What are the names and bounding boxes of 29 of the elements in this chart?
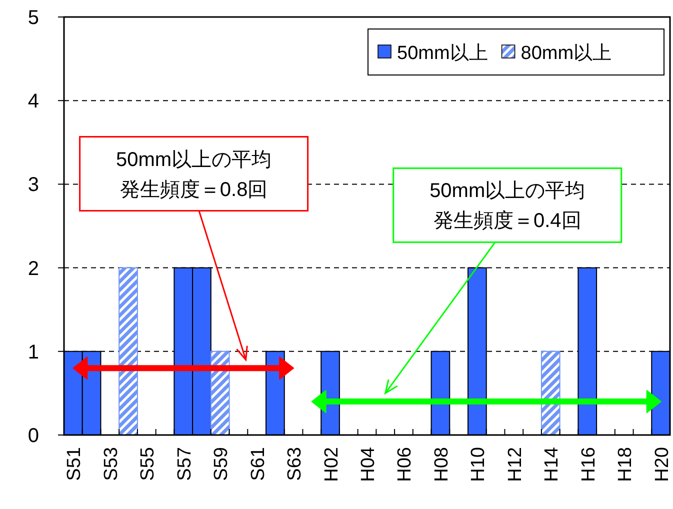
x-tick-label: H12 bbox=[504, 447, 526, 482]
y-tick-label: 5 bbox=[28, 7, 39, 29]
annotation: 50mm以上の平均発生頻度＝0.8回 bbox=[116, 148, 272, 201]
x-tick-label: H02 bbox=[321, 447, 342, 482]
legend-label: 50mm以上 bbox=[397, 43, 488, 64]
x-tick-label: H08 bbox=[431, 447, 452, 482]
x-tick-label: S55 bbox=[138, 447, 159, 481]
y-tick-label: 1 bbox=[28, 341, 39, 364]
x-tick-label: H04 bbox=[358, 446, 379, 482]
x-tick-label: H18 bbox=[615, 447, 636, 482]
y-tick-label: 0 bbox=[28, 425, 39, 447]
x-tick-label: S59 bbox=[211, 447, 232, 481]
annotation: 50mm以上の平均発生頻度＝0.4回 bbox=[430, 180, 586, 232]
x-tick-label: S63 bbox=[284, 447, 306, 481]
x-tick-label: H20 bbox=[652, 447, 673, 482]
x-tick-label: S57 bbox=[174, 447, 196, 481]
y-tick-label: 2 bbox=[28, 258, 39, 280]
x-tick-label: S61 bbox=[248, 447, 269, 481]
x-tick-label: H16 bbox=[578, 447, 600, 482]
x-tick-label: H10 bbox=[468, 447, 490, 482]
y-tick-label: 4 bbox=[28, 90, 39, 113]
annotation: 50mm以上の平均発生頻度＝0.8回 bbox=[79, 136, 309, 362]
legend-label: 80mm以上 bbox=[520, 43, 612, 64]
annotation: 50mm以上の平均発生頻度＝0.4回 bbox=[384, 167, 622, 395]
x-tick-label: S51 bbox=[64, 447, 86, 481]
x-tick-label: S53 bbox=[100, 447, 122, 481]
y-tick-label: 3 bbox=[28, 174, 39, 196]
x-tick-label: H14 bbox=[542, 446, 563, 482]
x-tick-label: H06 bbox=[394, 447, 416, 482]
